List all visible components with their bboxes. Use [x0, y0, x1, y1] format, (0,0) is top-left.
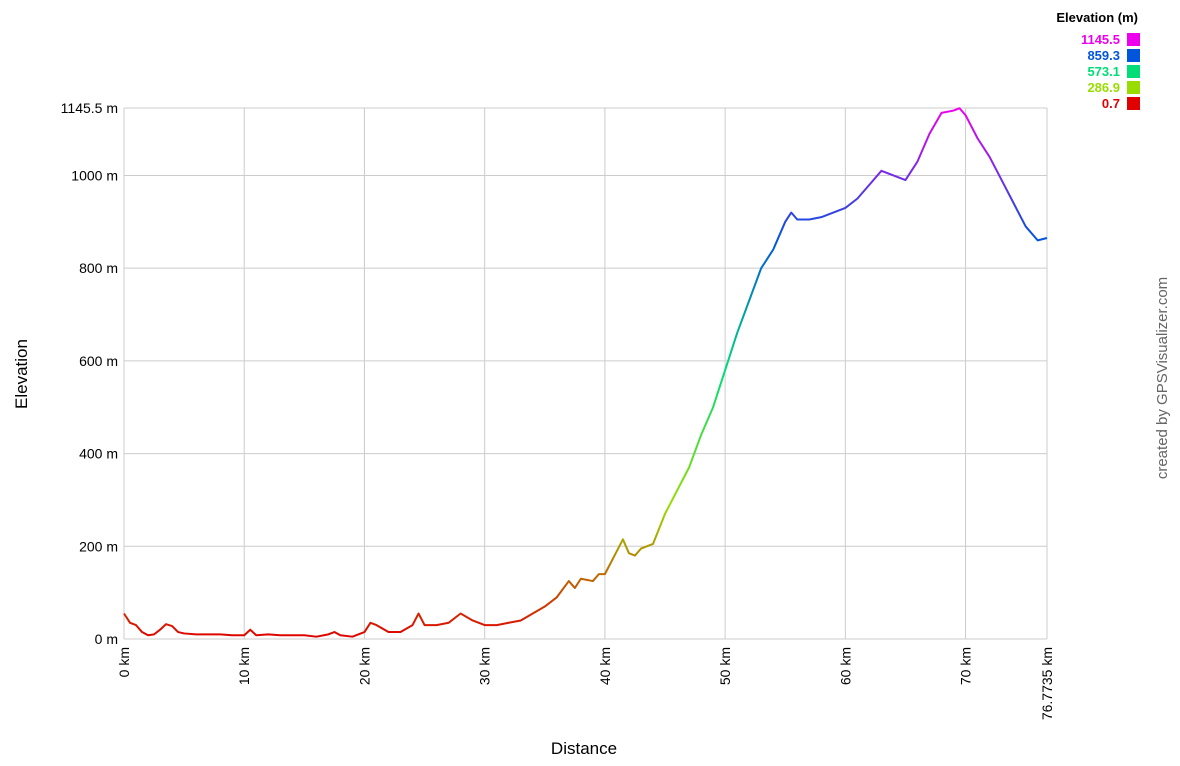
y-tick-label: 200 m — [79, 538, 118, 554]
legend-swatch — [1127, 65, 1140, 78]
y-axis-title: Elevation — [12, 339, 31, 409]
x-tick-label: 50 km — [717, 647, 733, 685]
legend-swatch — [1127, 49, 1140, 62]
x-tick-label: 20 km — [356, 647, 372, 685]
y-tick-label: 600 m — [79, 353, 118, 369]
legend-label: 0.7 — [1102, 96, 1120, 111]
y-tick-label: 400 m — [79, 446, 118, 462]
legend-swatch — [1127, 33, 1140, 46]
y-tick-label: 0 m — [95, 631, 118, 647]
legend-title: Elevation (m) — [1056, 10, 1138, 25]
legend-label: 573.1 — [1087, 64, 1120, 79]
legend-label: 1145.5 — [1081, 32, 1120, 47]
x-tick-label: 0 km — [116, 647, 132, 677]
elevation-line — [123, 107, 1048, 638]
y-tick-label: 800 m — [79, 260, 118, 276]
credit: created by GPSVisualizer.com — [1154, 277, 1171, 479]
x-tick-label: 10 km — [236, 647, 252, 685]
legend-swatch — [1127, 97, 1140, 110]
x-axis-title: Distance — [551, 739, 617, 758]
legend-label: 286.9 — [1087, 80, 1120, 95]
y-tick-label: 1145.5 m — [61, 100, 118, 116]
x-tick-label: 60 km — [837, 647, 853, 685]
x-tick-label: 76.7735 km — [1039, 647, 1055, 720]
legend-swatch — [1127, 81, 1140, 94]
y-tick-label: 1000 m — [71, 167, 118, 183]
x-tick-label: 30 km — [477, 647, 493, 685]
x-tick-label: 70 km — [958, 647, 974, 685]
x-tick-label: 40 km — [597, 647, 613, 685]
legend-label: 859.3 — [1087, 48, 1120, 63]
